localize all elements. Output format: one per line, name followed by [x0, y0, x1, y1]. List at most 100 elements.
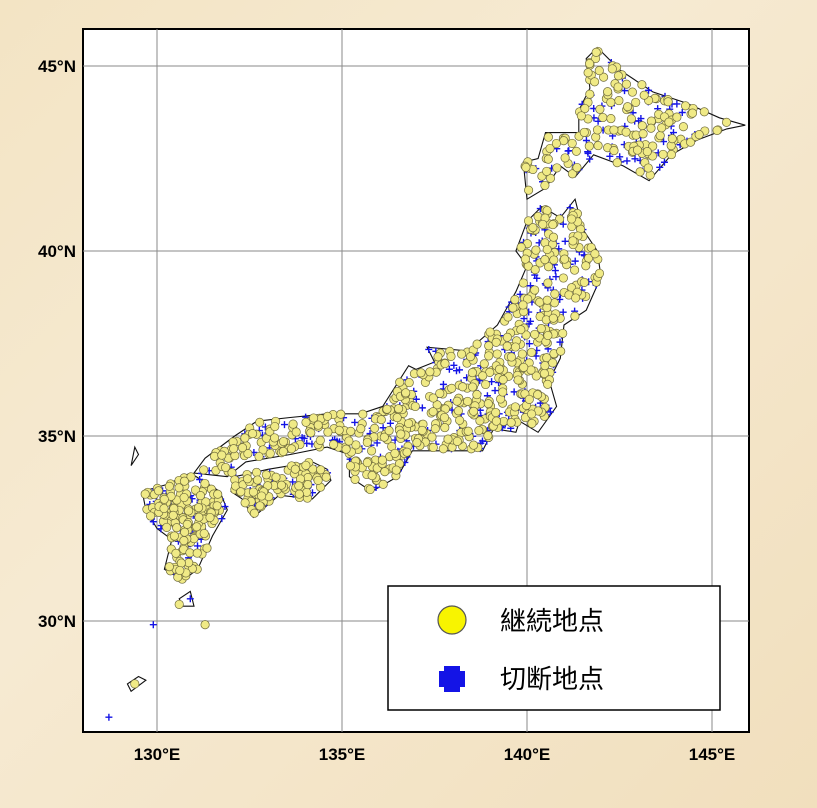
continuing-station-marker	[540, 255, 550, 265]
continuing-station-marker	[240, 498, 250, 508]
discontinued-station-marker	[196, 475, 204, 483]
continuing-station-marker	[491, 407, 501, 418]
continuing-station-marker	[428, 407, 438, 417]
lon-tick-label: 145°E	[689, 745, 736, 764]
continuing-station-marker	[585, 59, 595, 69]
discontinued-station-marker	[552, 273, 560, 281]
continuing-station-marker	[130, 679, 140, 689]
discontinued-station-marker	[218, 515, 226, 523]
continuing-station-marker	[278, 436, 289, 447]
continuing-station-marker	[390, 448, 400, 458]
continuing-station-marker	[472, 339, 482, 349]
continuing-station-marker	[153, 486, 164, 496]
continuing-station-marker	[146, 511, 156, 521]
continuing-station-marker	[533, 390, 543, 400]
discontinued-station-marker	[488, 378, 496, 386]
continuing-station-marker	[200, 478, 210, 489]
continuing-station-marker	[184, 506, 194, 516]
continuing-station-marker	[174, 599, 184, 609]
continuing-station-marker	[440, 423, 450, 433]
continuing-station-marker	[391, 465, 401, 475]
continuing-station-marker	[254, 451, 264, 462]
continuing-station-marker	[286, 444, 297, 454]
continuing-station-marker	[543, 262, 554, 272]
continuing-station-marker	[376, 415, 386, 425]
continuing-station-marker	[380, 467, 390, 477]
lon-tick-label: 130°E	[134, 745, 181, 764]
continuing-station-marker	[458, 382, 468, 392]
continuing-station-marker	[200, 620, 210, 630]
continuing-station-marker	[362, 437, 372, 447]
continuing-station-marker	[301, 460, 311, 470]
coastline-path	[130, 445, 140, 466]
continuing-station-marker	[255, 417, 265, 427]
continuing-station-marker	[694, 130, 704, 140]
continuing-station-marker	[395, 377, 405, 387]
discontinued-station-marker	[379, 424, 387, 432]
legend: 継続地点 切断地点	[387, 585, 721, 711]
continuing-station-marker	[174, 483, 184, 493]
continuing-station-marker	[313, 420, 323, 430]
continuing-station-marker	[530, 329, 540, 339]
continuing-station-marker	[592, 125, 603, 135]
plus-icon	[439, 666, 465, 692]
continuing-station-marker	[478, 371, 488, 381]
continuing-station-marker	[498, 387, 508, 397]
continuing-station-marker	[237, 443, 248, 453]
lat-tick-label: 30°N	[38, 612, 76, 631]
continuing-station-marker	[648, 141, 658, 151]
continuing-station-marker	[607, 64, 617, 74]
continuing-station-marker	[503, 312, 513, 322]
discontinued-station-marker	[386, 419, 394, 427]
legend-box	[387, 585, 721, 711]
continuing-station-marker	[667, 134, 677, 144]
continuing-station-marker	[377, 455, 387, 465]
continuing-station-marker	[367, 471, 377, 481]
discontinued-station-marker	[645, 86, 653, 94]
continuing-station-marker	[213, 489, 223, 499]
continuing-station-marker	[346, 426, 356, 436]
continuing-station-marker	[192, 548, 202, 558]
continuing-station-marker	[502, 341, 512, 351]
continuing-station-marker	[560, 254, 570, 264]
discontinued-station-marker	[450, 361, 458, 369]
continuing-station-marker	[323, 427, 333, 437]
continuing-station-marker	[271, 472, 281, 482]
continuing-station-marker	[581, 261, 591, 271]
continuing-station-marker	[194, 503, 204, 513]
continuing-station-marker	[452, 436, 462, 446]
continuing-station-marker	[524, 185, 534, 195]
continuing-station-marker	[543, 330, 553, 341]
continuing-station-marker	[404, 378, 414, 388]
continuing-station-marker	[172, 523, 182, 533]
grid-lines	[83, 29, 749, 732]
discontinued-station-marker	[631, 155, 639, 163]
continuing-station-marker	[623, 102, 633, 112]
continuing-station-marker	[666, 150, 676, 160]
continuing-station-marker	[212, 501, 222, 511]
continuing-station-marker	[435, 388, 445, 398]
continuing-station-marker	[483, 431, 493, 441]
continuing-station-marker	[240, 433, 250, 443]
continuing-station-marker	[169, 531, 179, 541]
continuing-station-marker	[341, 444, 351, 454]
continuing-station-marker	[329, 439, 339, 450]
continuing-station-marker	[427, 432, 437, 442]
continuing-station-marker	[513, 375, 523, 385]
continuing-station-marker	[612, 158, 622, 168]
continuing-station-marker	[663, 97, 673, 107]
continuing-station-marker	[556, 346, 566, 356]
continuing-station-marker	[571, 293, 581, 303]
continuing-station-marker	[543, 132, 553, 142]
continuing-station-marker	[530, 265, 540, 275]
continuing-station-marker	[570, 311, 580, 321]
continuing-station-marker	[494, 364, 505, 374]
continuing-station-marker	[202, 543, 212, 553]
continuing-station-marker	[265, 448, 275, 459]
legend-label-discontinued: 切断地点	[500, 665, 604, 695]
continuing-station-marker	[336, 409, 346, 419]
continuing-station-marker	[484, 341, 494, 351]
continuing-station-marker	[315, 435, 325, 445]
discontinued-station-marker	[656, 163, 664, 171]
